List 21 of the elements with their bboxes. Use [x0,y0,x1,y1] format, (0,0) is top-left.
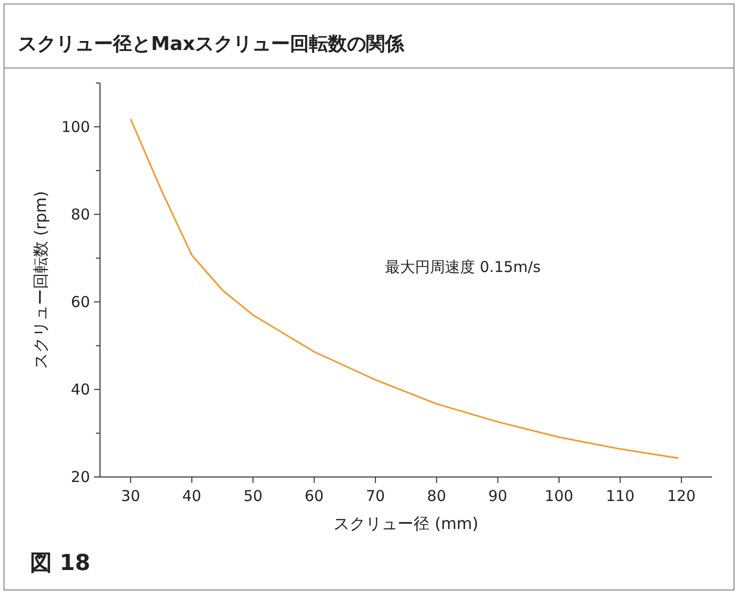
y-tick-label: 60 [70,292,90,311]
line-series [130,118,680,459]
x-tick-label: 60 [304,487,324,505]
x-tick-label: 120 [667,487,696,505]
x-tick-label: 100 [544,487,574,505]
x-tick-label: 90 [488,487,508,505]
y-tick-label: 20 [70,468,90,486]
y-tick-label: 100 [61,118,90,136]
y-axis-title: スクリュー回転数 (rpm) [31,191,50,369]
x-tick-label: 30 [121,487,140,505]
caption: 図 18 [30,551,90,576]
x-tick-label: 50 [243,487,263,505]
x-tick-label: 70 [366,487,385,505]
x-axis-title: スクリュー径 (mm) [334,514,478,533]
chart-title: スクリュー径とMaxスクリュー回転数の関係 [18,33,405,55]
y-tick-label: 40 [70,380,90,398]
annotation: 最大円周速度 0.15m/s [385,258,541,276]
x-tick-label: 110 [606,487,635,505]
y-tick-label: 80 [70,205,90,224]
x-tick-label: 80 [427,487,446,505]
x-tick-label: 40 [182,487,202,505]
